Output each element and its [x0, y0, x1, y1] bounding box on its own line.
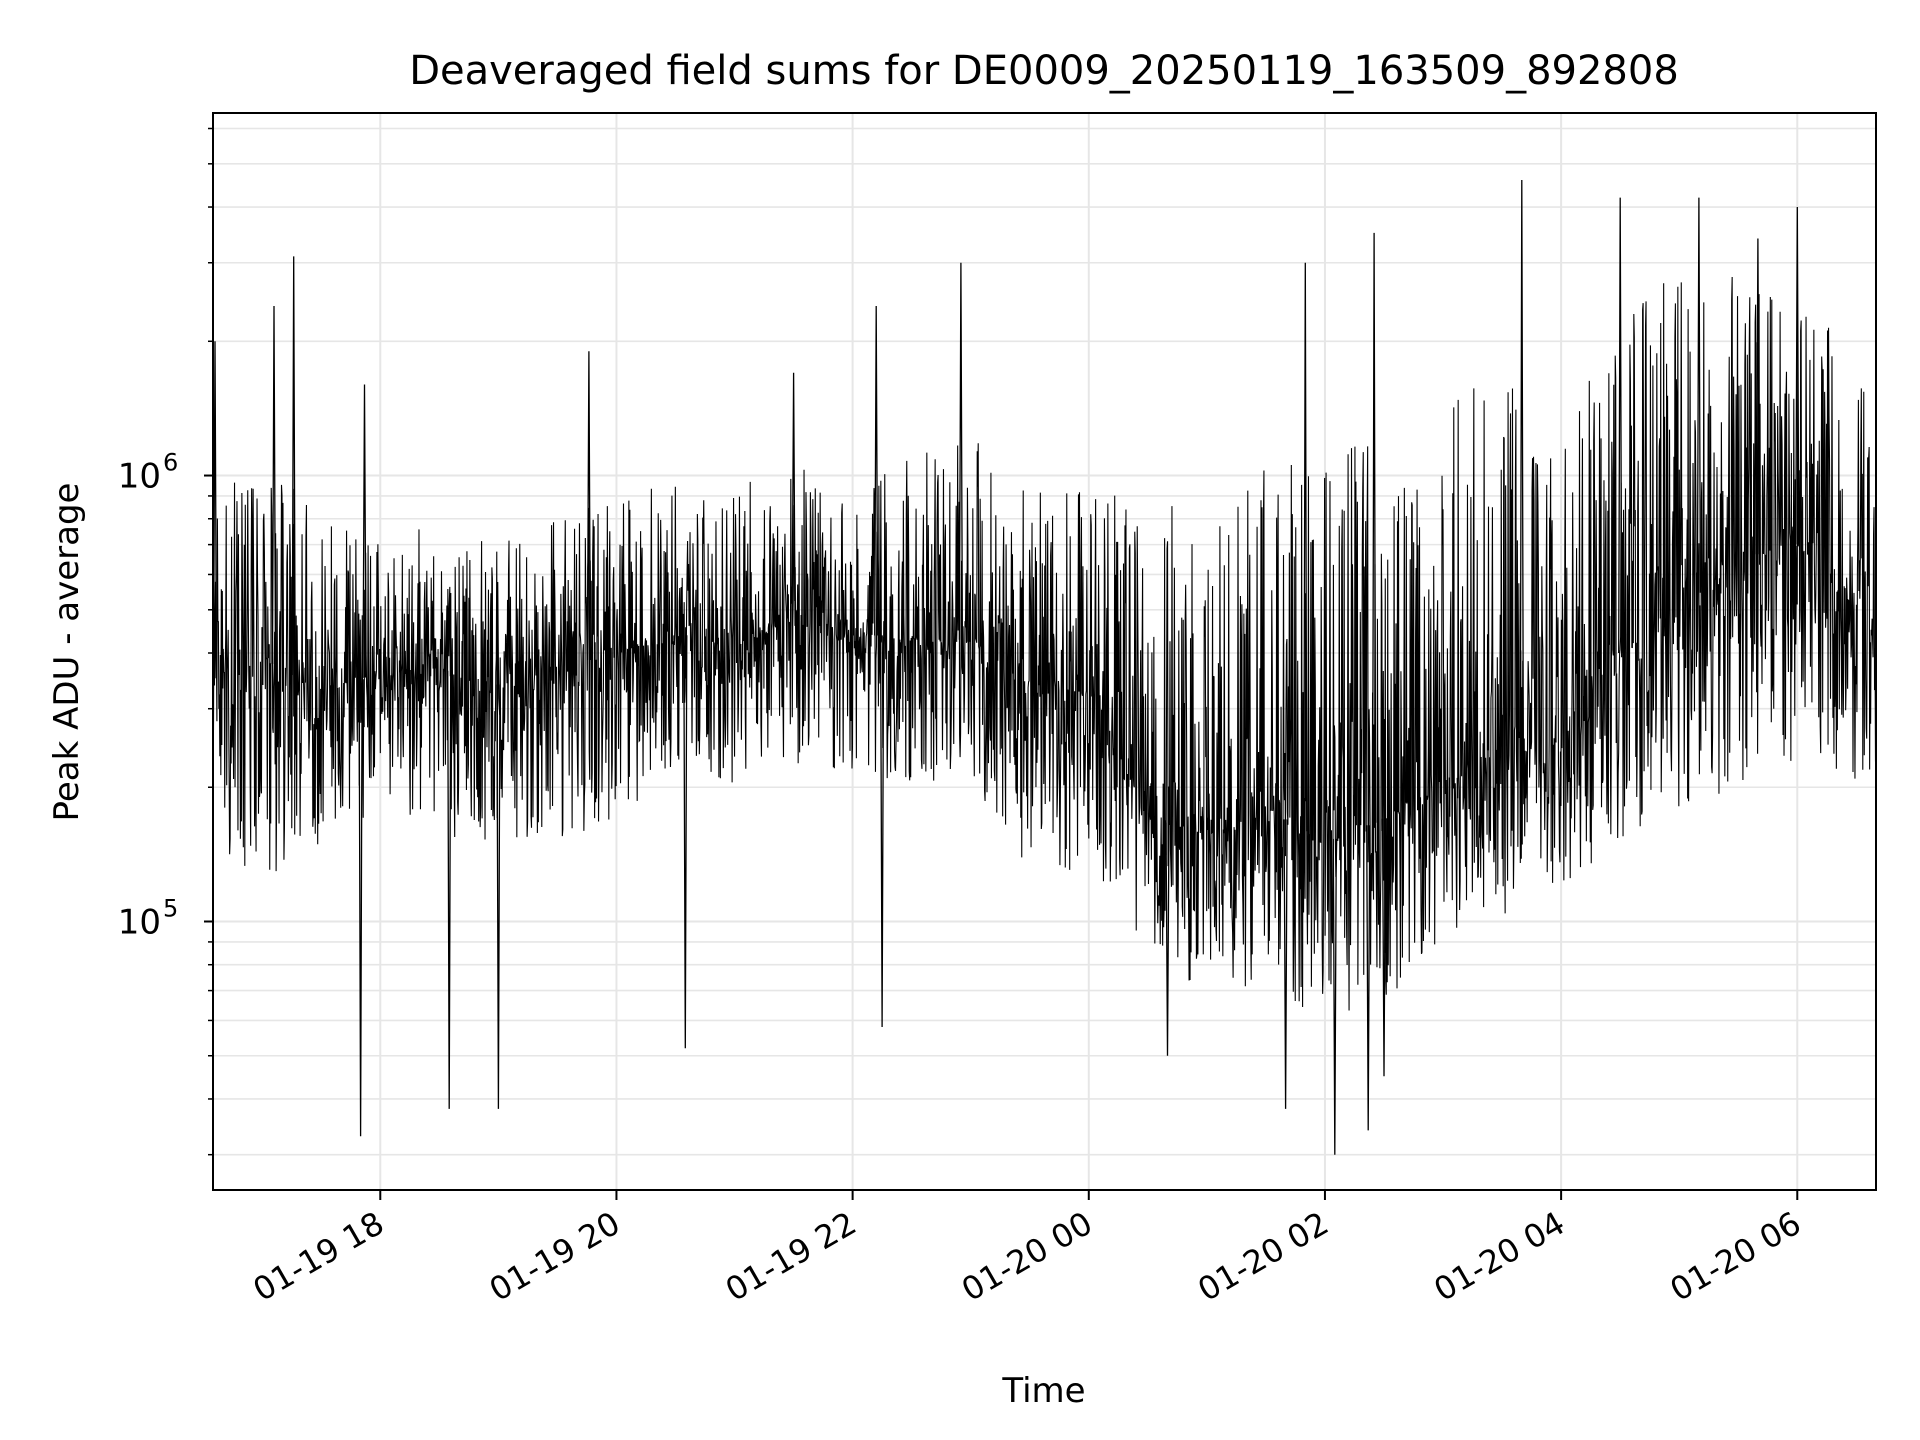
- y-tick-label: 10: [118, 457, 161, 497]
- y-axis-label: Peak ADU - average: [47, 483, 87, 822]
- series-spike: [1371, 232, 1377, 823]
- series-spike: [1618, 197, 1623, 654]
- series-spike: [496, 684, 501, 1109]
- y-tick-exponent: 5: [163, 895, 178, 923]
- series-spike: [586, 351, 592, 661]
- series-spike: [1283, 819, 1288, 1109]
- chart-title: Deaveraged field sums for DE0009_2025011…: [409, 48, 1679, 94]
- x-axis-label: Time: [1001, 1371, 1085, 1411]
- series-spike: [1381, 818, 1387, 1077]
- series-spike: [1366, 825, 1371, 1131]
- series-spike: [1755, 238, 1761, 555]
- series-layer: [212, 179, 1877, 1155]
- y-tick-exponent: 6: [163, 449, 178, 477]
- series-spike: [447, 670, 452, 1109]
- series-spike: [1165, 822, 1170, 1056]
- series-spike: [271, 305, 277, 665]
- series-spike: [874, 305, 879, 636]
- series-spike: [1332, 838, 1337, 1155]
- series-spike: [879, 636, 885, 1028]
- series-spike: [362, 384, 367, 678]
- series-spike: [291, 256, 296, 676]
- series-spike: [1795, 206, 1800, 545]
- y-tick-label: 10: [118, 903, 161, 943]
- series-spike: [1696, 197, 1702, 593]
- plot-frame: [212, 112, 1877, 1191]
- series-spike: [683, 635, 688, 1049]
- series-spike: [1519, 179, 1524, 740]
- series-spike: [1303, 262, 1308, 832]
- series-spike: [791, 372, 796, 626]
- series-line: [212, 276, 1877, 1011]
- series-spike: [358, 678, 363, 1137]
- series-spike: [958, 262, 964, 640]
